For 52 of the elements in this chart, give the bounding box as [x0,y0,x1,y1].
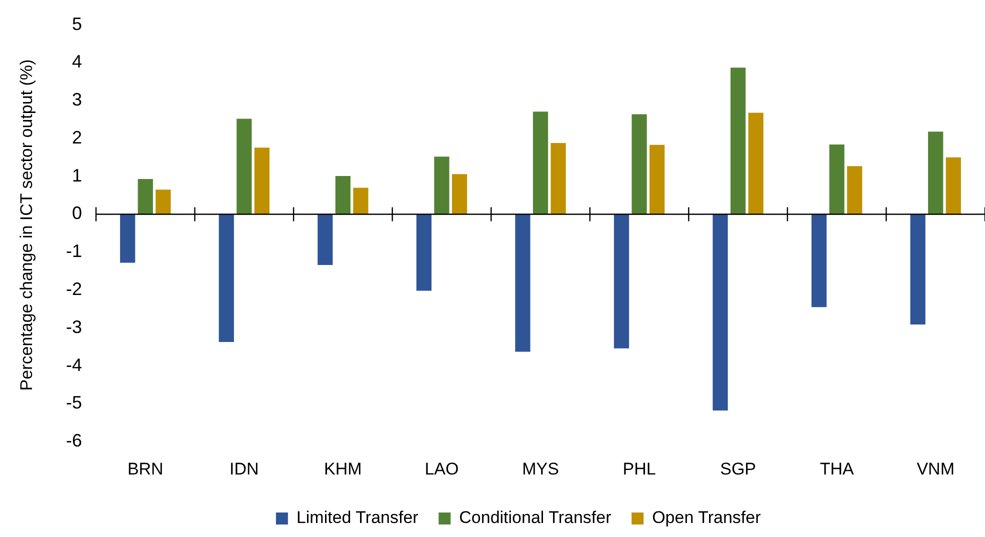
bar [847,166,862,214]
bar [730,68,746,214]
bar [650,144,665,214]
bar [910,214,926,325]
bar [218,214,234,342]
x-tick-label: VNM [916,459,954,478]
bar [515,214,530,352]
bar [353,188,368,214]
bar [335,176,351,214]
bar [416,214,432,291]
x-tick-label: PHL [622,459,656,478]
bar [532,112,548,214]
bar [550,143,566,214]
y-tick-label: -5 [66,392,82,413]
bar [156,190,171,214]
legend-label: Open Transfer [652,508,762,528]
y-tick-label: 1 [72,165,82,186]
bar [452,174,468,214]
x-tick-label: IDN [230,459,259,478]
bar [946,157,961,214]
y-tick-label: 0 [72,203,82,224]
x-tick-label: LAO [424,459,459,478]
x-tick-label: KHM [324,459,362,478]
y-tick-label: -6 [66,430,82,451]
bar [254,148,270,214]
bar [614,214,630,348]
bar [928,132,944,214]
y-tick-label: -3 [66,316,82,337]
bar [236,118,252,214]
y-tick-label: 4 [72,52,82,72]
legend-label: Limited Transfer [296,508,419,528]
bar [712,214,728,411]
x-tick-label: MYS [522,459,559,478]
legend-label: Conditional Transfer [459,508,612,528]
x-tick-label: SGP [720,459,756,478]
bar [632,114,647,214]
bar [748,112,764,214]
bar [138,179,153,214]
y-tick-label: 3 [72,90,82,110]
bar [120,214,136,263]
x-tick-label: BRN [127,459,164,478]
bar [829,144,844,214]
bar [318,214,333,266]
y-axis-title: Percentage change in ICT sector output (%) [17,58,37,393]
y-tick-label: -2 [66,279,82,300]
y-tick-label: 2 [72,127,82,148]
bar [434,156,450,214]
y-tick-label: 5 [72,14,82,34]
bar [812,214,827,308]
x-tick-label: THA [820,459,854,478]
y-tick-label: -1 [66,241,82,262]
y-tick-label: -4 [66,354,82,375]
